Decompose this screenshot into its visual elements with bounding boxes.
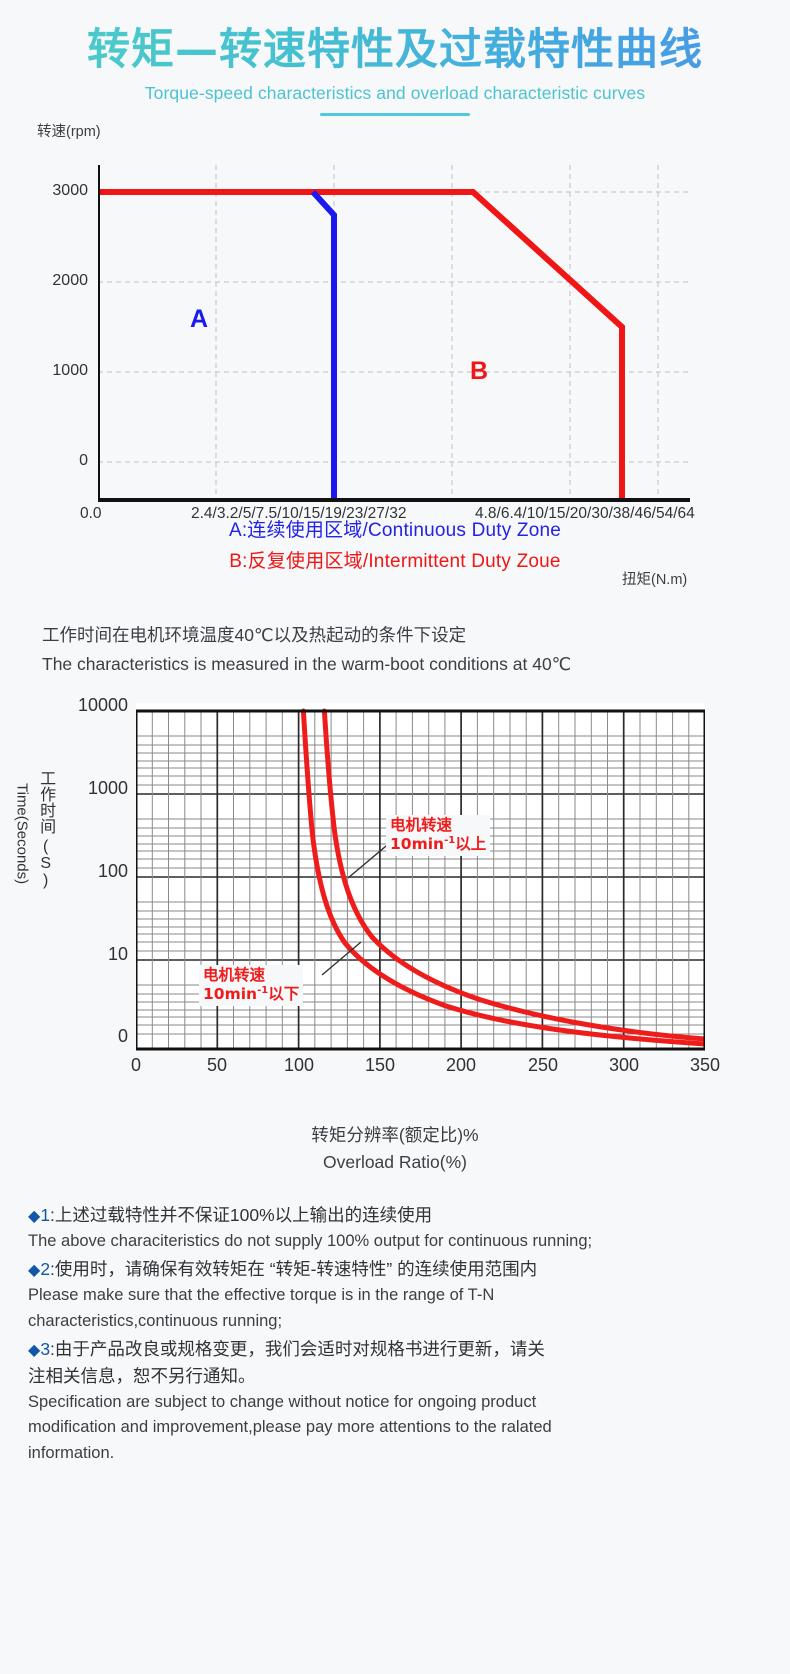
condition-note-cn: 工作时间在电机环境温度40℃以及热起动的条件下设定 — [42, 625, 467, 645]
footer-note-3-en-line2: modification and improvement,please pay … — [28, 1418, 552, 1437]
footer-note-3-en-line3: information. — [28, 1444, 115, 1463]
chart2-annotation-below-sup: -1 — [257, 984, 269, 996]
chart2-annotation-below-post: 以下 — [268, 984, 300, 1003]
footer-note-2-number: 2 — [40, 1259, 51, 1280]
chart2-caption-en: Overload Ratio(%) — [323, 1152, 467, 1173]
chart2-xtick-100: 100 — [283, 1055, 315, 1075]
chart2-annotation-above-line2: 10min-1以上 — [390, 835, 486, 854]
chart2-curve-above-10min — [300, 708, 708, 1047]
footer-note-2-text: :使用时，请确保有效转矩在 “转矩-转速特性” 的连续使用范围内 — [50, 1259, 538, 1280]
chart2-annotation-below-pre: 10min — [203, 984, 258, 1003]
chart2-y-axis-label-unit: (S) — [37, 838, 55, 890]
chart1-xtick-mid: 2.4/3.2/5/7.5/10/15/19/23/27/32 — [191, 505, 407, 522]
chart1-xtick-0: 0.0 — [80, 505, 102, 522]
chart1-plot-area: A B — [98, 165, 690, 502]
chart2-ytick-100: 100 — [97, 861, 128, 881]
chart2-ytick-0: 0 — [117, 1026, 128, 1046]
chart2-annotation-above-sup: -1 — [444, 834, 456, 846]
diamond-icon: ◆ — [28, 1208, 41, 1225]
chart2-xtick-0: 0 — [130, 1055, 141, 1075]
footer-notes: ◆1:上述过载特性并不保证100%以上输出的连续使用 The above cha… — [28, 1202, 768, 1468]
legend-entry-b: B:反复使用区域/Intermittent Duty Zoue — [229, 550, 561, 572]
chart2-xtick-50: 50 — [206, 1055, 228, 1075]
footer-note-1-cn: ◆1:上述过载特性并不保证100%以上输出的连续使用 — [28, 1202, 768, 1229]
chart1-legend: A:连续使用区域/Continuous Duty Zone B:反复使用区域/I… — [0, 516, 790, 578]
page-title-en: Torque-speed characteristics and overloa… — [144, 83, 646, 104]
chart1-x-tick-labels: 0.0 2.4/3.2/5/7.5/10/15/19/23/27/32 4.8/… — [0, 505, 790, 529]
chart2-ytick-10000: 10000 — [77, 695, 128, 715]
chart2-xtick-300: 300 — [608, 1055, 640, 1075]
chart2-caption-cn: 转矩分辨率(额定比)% — [311, 1125, 479, 1145]
chart2-y-axis-label-en: Time(Seconds) — [7, 783, 37, 888]
chart2-annotation-below: 电机转速 10min-1以下 — [199, 965, 304, 1006]
chart2-annotation-above-line1: 电机转速 — [390, 816, 453, 834]
footer-note-2-en-line1: Please make sure that the effective torq… — [28, 1286, 495, 1305]
chart2-xtick-150: 150 — [364, 1055, 396, 1075]
torque-speed-chart: 转速(rpm) 扭矩(N.m) 3000 2000 1000 0 — [0, 120, 790, 588]
chart1-ytick-3000: 3000 — [52, 182, 88, 199]
chart1-curve-intermittent — [98, 189, 625, 500]
chart2-xtick-200: 200 — [445, 1055, 477, 1075]
diamond-icon: ◆ — [28, 1262, 41, 1280]
measurement-condition-note: 工作时间在电机环境温度40℃以及热起动的条件下设定 The characteri… — [42, 622, 752, 678]
footer-note-1-number: 1 — [40, 1205, 51, 1225]
condition-note-en: The characteristics is measured in the w… — [42, 654, 572, 675]
legend-entry-a: A:连续使用区域/Continuous Duty Zone — [228, 520, 562, 541]
footer-note-2-cn: ◆2:使用时，请确保有效转矩在 “转矩-转速特性” 的连续使用范围内 — [28, 1256, 768, 1283]
chart2-annotation-above-pre: 10min — [390, 834, 445, 853]
chart2-minor-vgrid — [151, 711, 690, 1049]
footer-note-1-en: The above characiteristics do not supply… — [28, 1232, 593, 1251]
chart2-caption: 转矩分辨率(额定比)% Overload Ratio(%) — [0, 1122, 790, 1176]
footer-note-3: ◆3:由于产品改良或规格变更，我们会适时对规格书进行更新，请关 注相关信息，恕不… — [28, 1336, 768, 1467]
footer-note-1-text: :上述过载特性并不保证100%以上输出的连续使用 — [50, 1205, 433, 1225]
chart2-xtick-350: 350 — [689, 1055, 721, 1075]
page-header: 转矩—转速特性及过载特性曲线 Torque-speed characterist… — [0, 0, 790, 117]
footer-note-3-text: :由于产品改良或规格变更，我们会适时对规格书进行更新，请关 — [50, 1338, 545, 1359]
diamond-icon: ◆ — [28, 1341, 41, 1359]
footer-note-2-en-line2: characteristics,continuous running; — [28, 1312, 283, 1331]
footer-note-1: ◆1:上述过载特性并不保证100%以上输出的连续使用 The above cha… — [28, 1202, 768, 1255]
chart2-annotation-above-post: 以上 — [455, 834, 487, 853]
chart1-ytick-0: 0 — [79, 452, 88, 469]
chart2-y-axis-label-en-text: Time(Seconds) — [13, 783, 31, 885]
chart2-y-axis-label-cn: 工作时间 (S) — [30, 770, 60, 894]
footer-note-3-cn-line2: 注相关信息，恕不另行通知。 — [28, 1366, 256, 1387]
chart2-annotation-above: 电机转速 10min-1以上 — [386, 815, 491, 856]
chart1-zone-b-label: B — [470, 357, 489, 385]
chart1-y-axis-label: 转速(rpm) — [37, 124, 101, 140]
chart2-y-axis-label-cn-text: 工作时间 — [37, 770, 55, 834]
chart2-xtick-250: 250 — [527, 1055, 559, 1075]
overload-chart: 工作时间 (S) Time(Seconds) 10000 1000 100 10… — [0, 695, 790, 1115]
footer-note-3-cn: ◆3:由于产品改良或规格变更，我们会适时对规格书进行更新，请关 — [28, 1336, 768, 1363]
chart1-ytick-1000: 1000 — [52, 362, 88, 379]
chart1-zone-a-label: A — [190, 305, 209, 333]
chart2-plot-area: 电机转速 10min-1以上 电机转速 10min-1以下 — [134, 703, 708, 1051]
chart1-x-axis-label: 扭矩(N.m) — [622, 572, 688, 588]
chart2-ytick-1000: 1000 — [87, 778, 128, 798]
chart1-ytick-2000: 2000 — [52, 272, 88, 289]
chart1-xtick-max: 4.8/6.4/10/15/20/30/38/46/54/64 — [475, 505, 695, 522]
chart1-curve-continuous — [310, 189, 337, 500]
chart2-annotation-below-line1: 电机转速 — [203, 966, 266, 984]
chart1-svg — [98, 165, 690, 502]
chart2-leader-lower — [321, 941, 362, 976]
footer-note-2: ◆2:使用时，请确保有效转矩在 “转矩-转速特性” 的连续使用范围内 Pleas… — [28, 1256, 768, 1335]
footer-note-3-number: 3 — [40, 1338, 51, 1359]
chart2-ytick-10: 10 — [107, 944, 128, 964]
chart2-annotation-below-line2: 10min-1以下 — [203, 985, 299, 1004]
footer-note-3-en-line1: Specification are subject to change with… — [28, 1392, 537, 1411]
title-underline-rule — [320, 113, 470, 117]
chart2-curve-below-10min — [321, 708, 708, 1042]
page-title-cn: 转矩—转速特性及过载特性曲线 — [0, 26, 790, 74]
